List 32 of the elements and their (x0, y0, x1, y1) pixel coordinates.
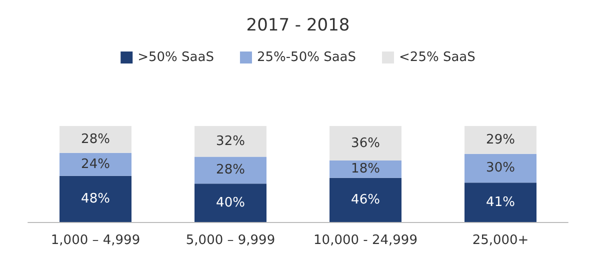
data-label: 28% (81, 132, 110, 147)
data-label: 18% (351, 162, 380, 177)
x-tick-label: 1,000 – 4,999 (50, 233, 140, 248)
data-label: 28% (216, 162, 245, 178)
bar (194, 184, 266, 222)
legend-label: <25% SaaS (399, 50, 476, 65)
legend-label: 25%-50% SaaS (256, 50, 356, 65)
bar (464, 126, 536, 154)
data-label: 48% (81, 191, 110, 206)
bar (60, 176, 132, 222)
bar (330, 126, 402, 161)
x-tick-label: 25,000+ (472, 233, 529, 248)
bar (194, 156, 266, 184)
bar (330, 178, 402, 222)
data-label: 32% (216, 134, 245, 149)
data-label: 41% (486, 194, 515, 210)
bar (60, 126, 132, 153)
bar (194, 126, 266, 157)
data-label: 36% (351, 136, 380, 151)
bar (464, 182, 536, 222)
data-label: 30% (486, 160, 515, 176)
x-tick-label: 10,000 - 24,999 (314, 233, 418, 248)
data-label: 40% (216, 195, 245, 210)
data-label: 24% (81, 156, 110, 172)
chart-title: 2017 - 2018 (246, 16, 350, 36)
x-tick-label: 5,000 – 9,999 (186, 233, 276, 248)
legend-label: >50% SaaS (138, 50, 214, 65)
data-label: 46% (351, 192, 380, 208)
data-label: 29% (486, 132, 515, 148)
bar (330, 160, 402, 178)
bar (464, 154, 536, 183)
bar (60, 152, 132, 176)
